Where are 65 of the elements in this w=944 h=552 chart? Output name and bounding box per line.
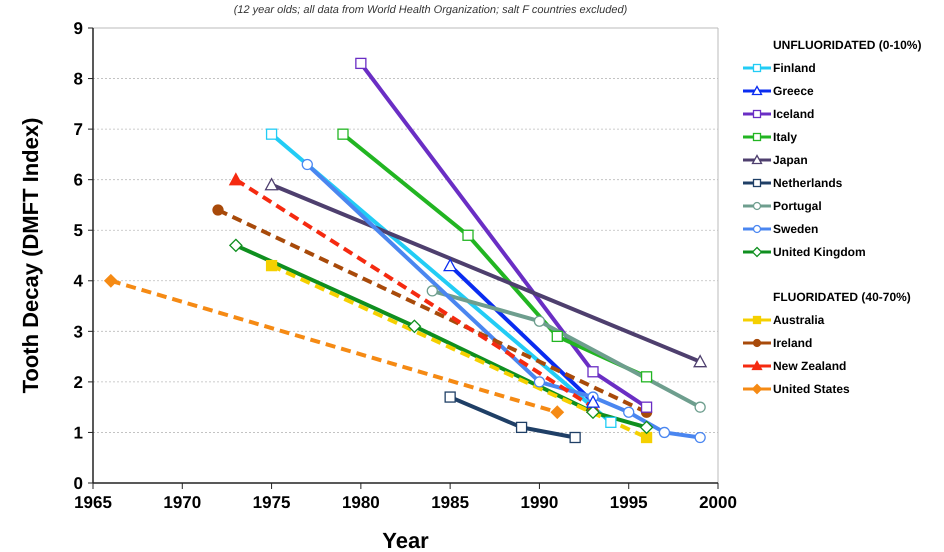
legend-label: Greece [773,84,814,98]
legend-label: Italy [773,130,798,144]
y-tick-label: 2 [74,372,83,392]
x-tick-label: 2000 [699,493,737,512]
point [229,238,243,252]
point [640,371,652,382]
x-tick-label: 1975 [252,493,290,512]
y-tick-label: 4 [74,272,84,291]
point [658,426,670,438]
legend-title: UNFLUORIDATED (0-10%) [773,38,922,52]
x-axis-title: Year [382,528,430,552]
legend-label: Finland [773,61,816,76]
legend-label: United States [773,382,850,396]
point [516,422,528,434]
point [104,274,118,288]
point [586,406,600,419]
point [266,128,278,140]
point [605,416,617,428]
y-tick-label: 7 [74,120,83,140]
legend-label: Sweden [773,222,818,236]
x-tick-label: 1980 [342,493,380,512]
legend-label: Iceland [773,107,814,122]
point [640,402,652,413]
point [212,204,224,216]
y-tick-label: 0 [74,474,83,493]
point [337,128,349,140]
x-tick-label: 1995 [610,493,648,512]
legend-label: New Zealand [773,359,846,374]
y-tick-label: 8 [74,70,83,89]
point [302,158,313,170]
x-tick-label: 1985 [431,493,470,512]
point [462,230,474,241]
point [694,402,706,413]
point [550,406,564,419]
point [640,432,652,444]
point [587,366,599,378]
x-tick-label: 1970 [163,493,202,512]
chart-subtitle: (12 year olds; all data from World Health Organization; salt F countries excluded) [234,4,628,16]
point [623,406,634,418]
point [408,320,422,333]
legend-label: Portugal [773,199,822,214]
point [569,432,581,444]
point [444,391,456,403]
y-axis-title: Tooth Decay (DMFT Index) [18,118,43,394]
legend-label: United Kingdom [773,245,866,260]
legend-label: Australia [773,313,825,328]
point [534,376,546,388]
legend-label: Japan [773,153,808,168]
y-tick-label: 9 [74,18,83,38]
point [640,420,654,434]
y-tick-label: 3 [74,322,83,342]
x-tick-label: 1990 [520,493,558,512]
text: FLUORIDATED (40-70%) [773,290,911,304]
point [426,285,438,297]
point [694,432,706,444]
point [266,260,278,272]
y-tick-label: 5 [74,221,83,240]
legend-label: Ireland [773,336,812,350]
x-tick-label: 1965 [74,493,112,512]
y-tick-label: 6 [74,170,83,190]
y-tick-label: 1 [74,423,83,442]
legend-label: Netherlands [773,176,843,190]
point [534,316,546,327]
point [355,58,367,70]
point [552,330,563,342]
